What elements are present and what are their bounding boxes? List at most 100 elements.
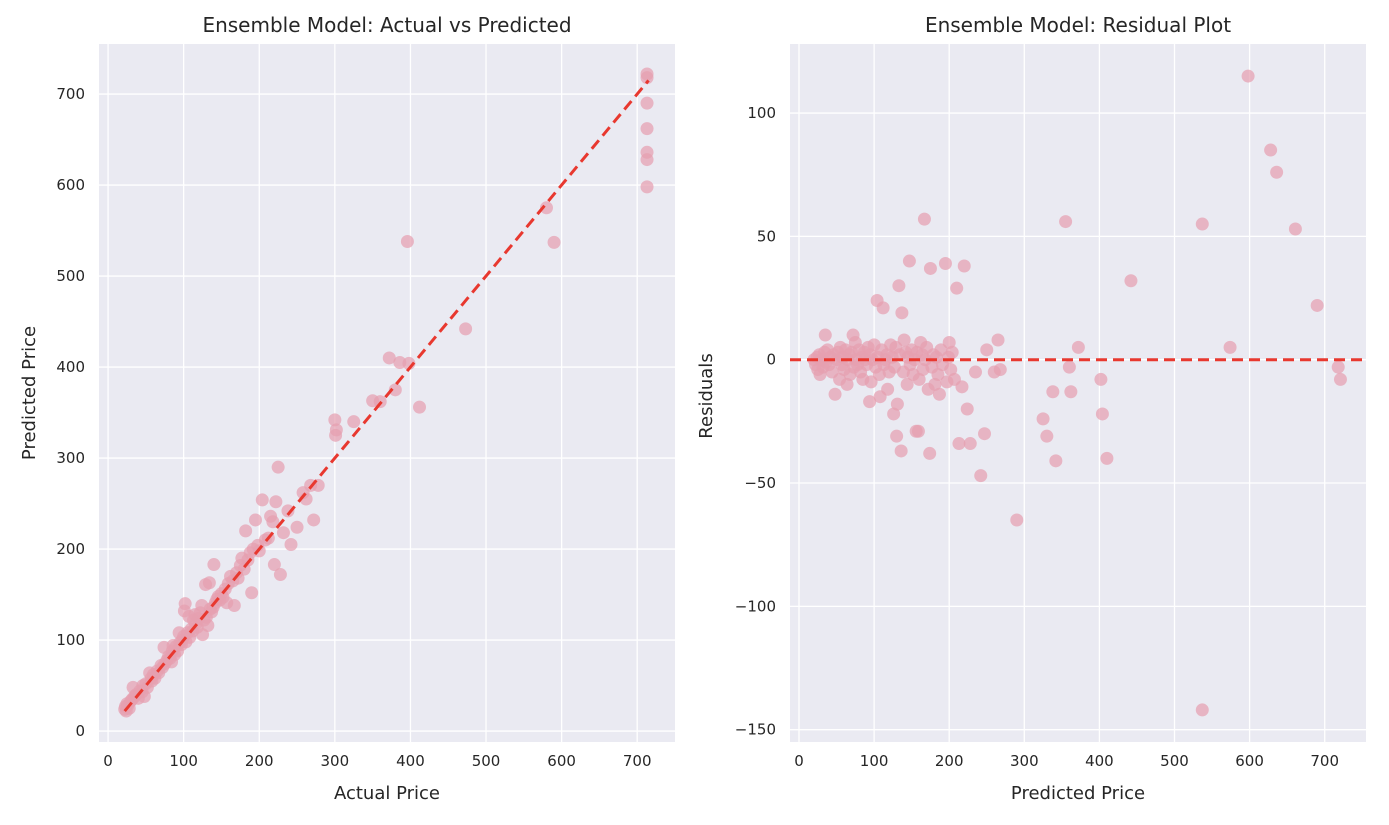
data-point bbox=[640, 122, 654, 136]
data-point bbox=[963, 437, 977, 451]
data-point bbox=[1064, 385, 1078, 399]
x-tick-label: 200 bbox=[245, 752, 274, 770]
data-point bbox=[640, 145, 654, 159]
data-point bbox=[328, 413, 342, 427]
data-point bbox=[1100, 451, 1114, 465]
x-axis-label: Actual Price bbox=[334, 783, 440, 804]
data-point bbox=[1310, 298, 1324, 312]
y-tick-label: 0 bbox=[766, 351, 776, 369]
data-point bbox=[897, 333, 911, 347]
data-point bbox=[267, 558, 281, 572]
y-tick-label: 500 bbox=[56, 267, 85, 285]
y-tick-label: 300 bbox=[56, 449, 85, 467]
data-point bbox=[539, 201, 553, 215]
data-point bbox=[887, 407, 901, 421]
data-point bbox=[840, 377, 854, 391]
data-point bbox=[1223, 340, 1237, 354]
data-point bbox=[640, 180, 654, 194]
data-point bbox=[960, 402, 974, 416]
data-point bbox=[863, 395, 877, 409]
data-point bbox=[1049, 454, 1063, 468]
y-axis-label: Residuals bbox=[696, 353, 717, 438]
data-point bbox=[1095, 407, 1109, 421]
data-point bbox=[1195, 703, 1209, 717]
data-point bbox=[1059, 215, 1073, 229]
data-point bbox=[1062, 360, 1076, 374]
data-point bbox=[881, 382, 895, 396]
data-point bbox=[968, 365, 982, 379]
data-point bbox=[245, 586, 259, 600]
x-tick-label: 300 bbox=[321, 752, 350, 770]
x-tick-label: 600 bbox=[1235, 752, 1264, 770]
data-point bbox=[864, 375, 878, 389]
data-point bbox=[382, 351, 396, 365]
data-point bbox=[413, 400, 427, 414]
y-tick-label: −100 bbox=[735, 597, 776, 615]
scatter-points bbox=[807, 69, 1347, 717]
data-point bbox=[991, 333, 1005, 347]
data-point bbox=[892, 279, 906, 293]
data-point bbox=[952, 437, 966, 451]
data-point bbox=[923, 261, 937, 275]
gridlines bbox=[790, 44, 1366, 742]
plot-residuals: 0 100 200 300 400 500 600 700 −150 −100 −50 0 50 100… bbox=[696, 13, 1366, 804]
y-tick-label: 600 bbox=[56, 176, 85, 194]
data-point bbox=[928, 377, 942, 391]
data-point bbox=[938, 257, 952, 271]
data-point bbox=[459, 322, 473, 336]
data-point bbox=[239, 524, 253, 538]
x-tick-label: 300 bbox=[1010, 752, 1039, 770]
data-point bbox=[890, 429, 904, 443]
gridlines bbox=[99, 44, 675, 742]
x-tick-labels: 0 100 200 300 400 500 600 700 bbox=[103, 752, 651, 770]
data-point bbox=[178, 597, 192, 611]
y-tick-label: −50 bbox=[744, 474, 776, 492]
y-tick-label: 100 bbox=[56, 631, 85, 649]
data-point bbox=[1010, 513, 1024, 527]
data-point bbox=[978, 427, 992, 441]
data-point bbox=[248, 513, 262, 527]
data-point bbox=[255, 493, 269, 507]
data-point bbox=[227, 598, 241, 612]
chart-title: Ensemble Model: Residual Plot bbox=[925, 13, 1231, 37]
data-point bbox=[201, 619, 215, 633]
data-point bbox=[890, 397, 904, 411]
data-point bbox=[281, 504, 295, 518]
data-point bbox=[400, 234, 414, 248]
data-point bbox=[388, 383, 402, 397]
data-point bbox=[202, 576, 216, 590]
x-tick-labels: 0 100 200 300 400 500 600 700 bbox=[794, 752, 1339, 770]
data-point bbox=[894, 444, 908, 458]
data-point bbox=[276, 526, 290, 540]
x-tick-label: 500 bbox=[1160, 752, 1189, 770]
data-point bbox=[269, 495, 283, 509]
data-point bbox=[923, 446, 937, 460]
y-tick-labels: 0 100 200 300 400 500 600 700 bbox=[56, 85, 85, 740]
data-point bbox=[1071, 340, 1085, 354]
x-tick-label: 100 bbox=[860, 752, 889, 770]
y-axis-label: Predicted Price bbox=[19, 326, 40, 460]
x-tick-label: 600 bbox=[547, 752, 576, 770]
data-point bbox=[640, 67, 654, 81]
x-tick-label: 200 bbox=[935, 752, 964, 770]
y-tick-label: 200 bbox=[56, 540, 85, 558]
data-point bbox=[944, 363, 958, 377]
data-point bbox=[1333, 372, 1347, 386]
data-point bbox=[900, 377, 914, 391]
data-point bbox=[1264, 143, 1278, 157]
data-point bbox=[974, 469, 988, 483]
reference-line bbox=[123, 79, 650, 713]
data-point bbox=[1124, 274, 1138, 288]
data-point bbox=[547, 235, 561, 249]
data-point bbox=[271, 460, 285, 474]
data-point bbox=[980, 343, 994, 357]
x-axis-label: Predicted Price bbox=[1011, 783, 1145, 804]
x-tick-label: 400 bbox=[1085, 752, 1114, 770]
data-point bbox=[955, 380, 969, 394]
x-tick-label: 0 bbox=[794, 752, 804, 770]
data-point bbox=[1241, 69, 1255, 83]
data-point bbox=[993, 363, 1007, 377]
y-tick-label: −150 bbox=[735, 721, 776, 739]
data-point bbox=[1036, 412, 1050, 426]
